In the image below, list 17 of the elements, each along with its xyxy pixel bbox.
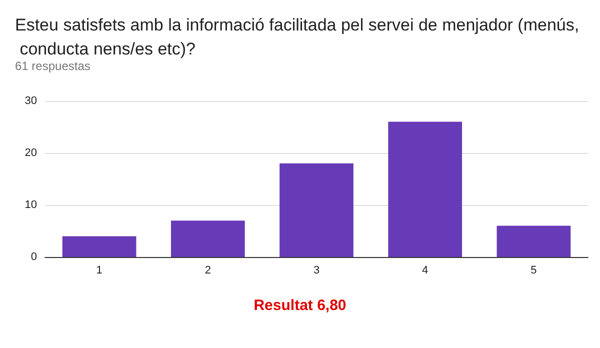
bar [388,122,462,257]
x-tick-label: 3 [313,264,320,276]
chart-title: Esteu satisfets amb la informació facilitada pel servei de menjador (menús, conducta nens/es etc)? [15,16,580,58]
bar [496,226,571,257]
y-tick-label: 30 [24,95,37,107]
x-tick-label: 5 [530,264,537,276]
y-tick-label: 20 [24,147,37,159]
chart-subtitle: 61 respuestas [15,59,90,73]
bar [170,220,245,257]
text: Resultat 6,80 [254,297,346,314]
bar [62,236,136,257]
x-tick-label: 4 [422,264,428,276]
bar [280,163,354,257]
y-tick-label: 0 [30,251,37,263]
y-tick-label: 10 [24,199,37,211]
x-tick-label: 1 [96,264,102,276]
x-tick-label: 2 [204,264,211,276]
